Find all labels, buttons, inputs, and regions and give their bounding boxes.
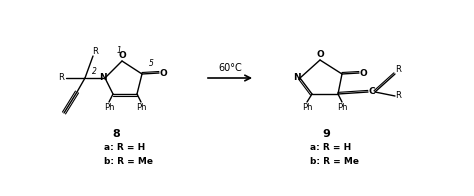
Text: R: R (395, 92, 401, 101)
Text: R: R (92, 47, 98, 56)
Text: Ph: Ph (302, 103, 312, 113)
Text: Ph: Ph (136, 103, 146, 113)
Text: R: R (395, 65, 401, 74)
Text: R: R (58, 74, 64, 83)
Text: a: R = H: a: R = H (104, 143, 145, 152)
Text: Ph: Ph (104, 103, 114, 113)
Text: a: R = H: a: R = H (310, 143, 351, 152)
Text: b: R = Me: b: R = Me (310, 156, 359, 165)
Text: O: O (160, 68, 167, 77)
Text: O: O (317, 50, 324, 59)
Text: N: N (293, 73, 301, 82)
Text: N: N (99, 73, 106, 82)
Text: C: C (369, 87, 375, 96)
Text: 1: 1 (117, 46, 121, 55)
Text: 60°C: 60°C (218, 63, 242, 73)
Text: 2: 2 (92, 67, 97, 76)
Text: O: O (118, 51, 126, 60)
Text: Ph: Ph (337, 103, 347, 113)
Text: O: O (360, 68, 367, 77)
Text: 8: 8 (112, 129, 120, 139)
Text: b: R = Me: b: R = Me (104, 156, 153, 165)
Text: 9: 9 (322, 129, 330, 139)
Text: 5: 5 (148, 59, 154, 68)
